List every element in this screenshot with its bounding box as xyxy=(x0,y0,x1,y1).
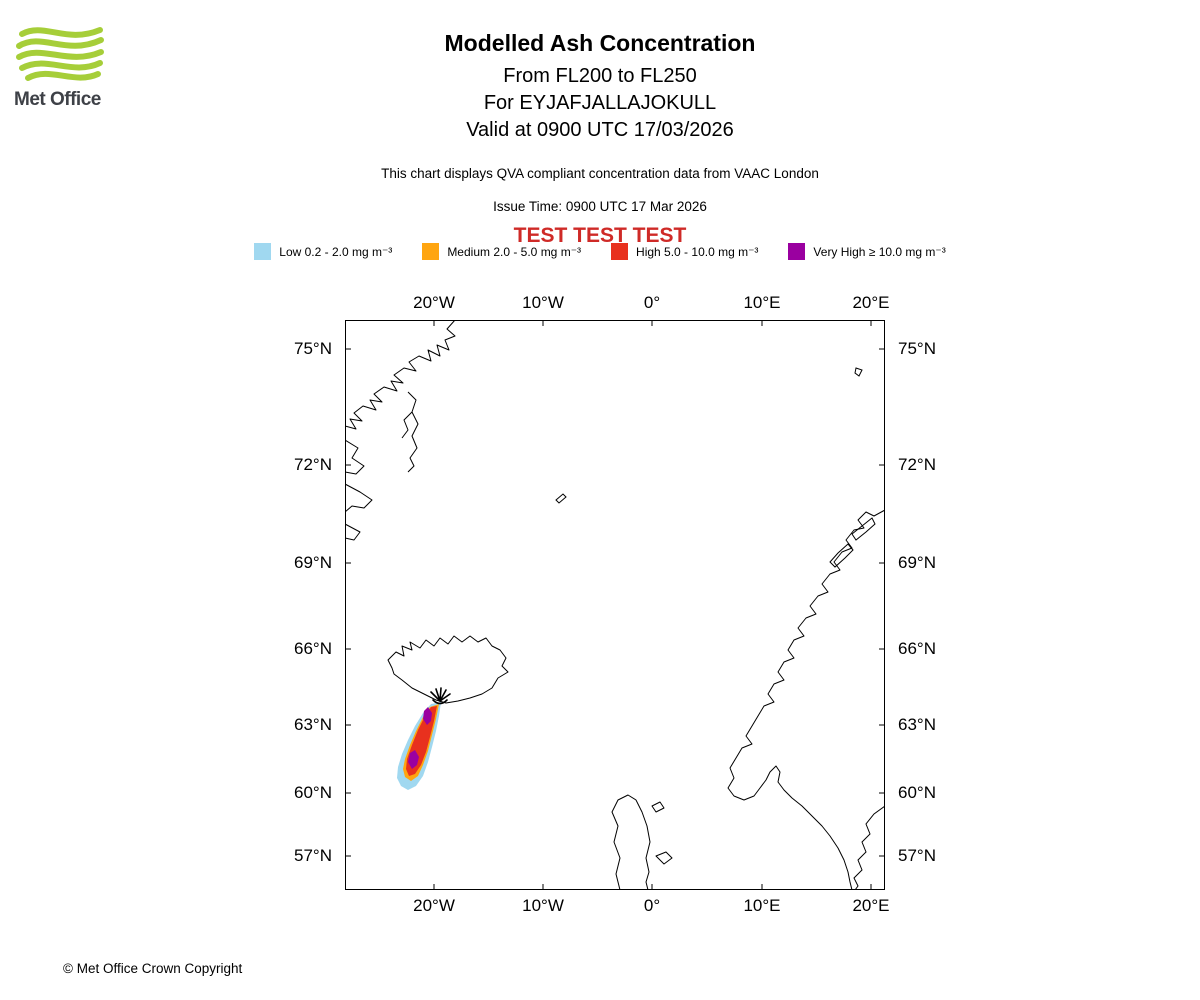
test-banner: TEST TEST TEST xyxy=(513,224,687,247)
lon-label-bottom-1: 10°W xyxy=(522,896,564,915)
legend-swatch-medium xyxy=(422,243,440,260)
legend-swatch-low xyxy=(254,243,272,260)
lat-label-right-1: 72°N xyxy=(898,455,936,474)
coastline-iceland xyxy=(387,635,509,704)
legend-swatch-high xyxy=(611,243,629,260)
met-office-logo: Met Office xyxy=(14,22,118,111)
met-office-logo-text: Met Office xyxy=(14,89,101,110)
subtitle-flight-levels: From FL200 to FL250 xyxy=(503,65,697,87)
ash-dispersion-map xyxy=(345,320,885,890)
lat-label-left-6: 57°N xyxy=(294,846,332,865)
page-title: Modelled Ash Concentration xyxy=(444,30,756,56)
lon-label-bottom-0: 20°W xyxy=(413,896,455,915)
compliance-note: This chart displays QVA compliant concen… xyxy=(381,166,819,181)
volcano-eruption-icon xyxy=(430,687,451,705)
lat-label-left-1: 72°N xyxy=(294,455,332,474)
legend-label-very-high: Very High ≥ 10.0 mg m⁻³ xyxy=(813,244,946,259)
coastline-sweden xyxy=(853,805,885,890)
lat-label-right-0: 75°N xyxy=(898,339,936,358)
ash-plume-very-high-1 xyxy=(423,707,432,725)
legend-label-low: Low 0.2 - 2.0 mg m⁻³ xyxy=(279,244,393,259)
lon-label-top-1: 10°W xyxy=(522,293,564,312)
legend-swatch-very-high xyxy=(788,243,806,260)
lat-label-left-3: 66°N xyxy=(294,639,332,658)
legend-item-low: Low 0.2 - 2.0 mg m⁻³ xyxy=(254,243,392,260)
lon-label-top-0: 20°W xyxy=(413,293,455,312)
ash-plume-very-high-2 xyxy=(408,750,419,769)
legend-item-very-high: Very High ≥ 10.0 mg m⁻³ xyxy=(788,243,946,260)
legend-label-high: High 5.0 - 10.0 mg m⁻³ xyxy=(636,244,759,259)
subtitle-valid-time: Valid at 0900 UTC 17/03/2026 xyxy=(466,119,734,141)
lat-label-left-2: 69°N xyxy=(294,553,332,572)
lat-label-left-4: 63°N xyxy=(294,715,332,734)
coastline-norway xyxy=(727,509,885,890)
coastline-lofoten-islands xyxy=(829,517,876,568)
lon-label-bottom-3: 10°E xyxy=(743,896,781,915)
legend: Low 0.2 - 2.0 mg m⁻³ Medium 2.0 - 5.0 mg… xyxy=(0,243,1200,260)
met-office-logo-waves-icon xyxy=(16,27,104,81)
chart-header: Modelled Ash Concentration From FL200 to… xyxy=(0,30,1200,248)
copyright-notice: © Met Office Crown Copyright xyxy=(63,961,243,976)
coastline-denmark xyxy=(611,794,673,890)
subtitle-volcano: For EYJAFJALLAJOKULL xyxy=(483,92,717,114)
lat-label-right-5: 60°N xyxy=(898,783,936,802)
legend-label-medium: Medium 2.0 - 5.0 mg m⁻³ xyxy=(447,244,582,259)
lat-label-right-2: 69°N xyxy=(898,553,936,572)
legend-item-medium: Medium 2.0 - 5.0 mg m⁻³ xyxy=(422,243,581,260)
lon-label-bottom-4: 20°E xyxy=(852,896,890,915)
coastline-greenland xyxy=(345,320,456,541)
lon-label-top-3: 10°E xyxy=(743,293,781,312)
coastline-bear-island xyxy=(854,367,863,377)
lat-label-right-4: 63°N xyxy=(898,715,936,734)
lat-label-left-0: 75°N xyxy=(294,339,332,358)
lat-label-right-3: 66°N xyxy=(898,639,936,658)
issue-time: Issue Time: 0900 UTC 17 Mar 2026 xyxy=(493,199,707,214)
legend-item-high: High 5.0 - 10.0 mg m⁻³ xyxy=(611,243,758,260)
lat-label-left-5: 60°N xyxy=(294,783,332,802)
coastline-jan-mayen-island xyxy=(555,493,567,504)
map-frame xyxy=(345,320,885,890)
map-axis-ticks xyxy=(345,320,885,890)
lon-label-top-2: 0° xyxy=(643,293,661,312)
lon-label-top-4: 20°E xyxy=(852,293,890,312)
lon-label-bottom-2: 0° xyxy=(643,896,661,915)
lat-label-right-6: 57°N xyxy=(898,846,936,865)
